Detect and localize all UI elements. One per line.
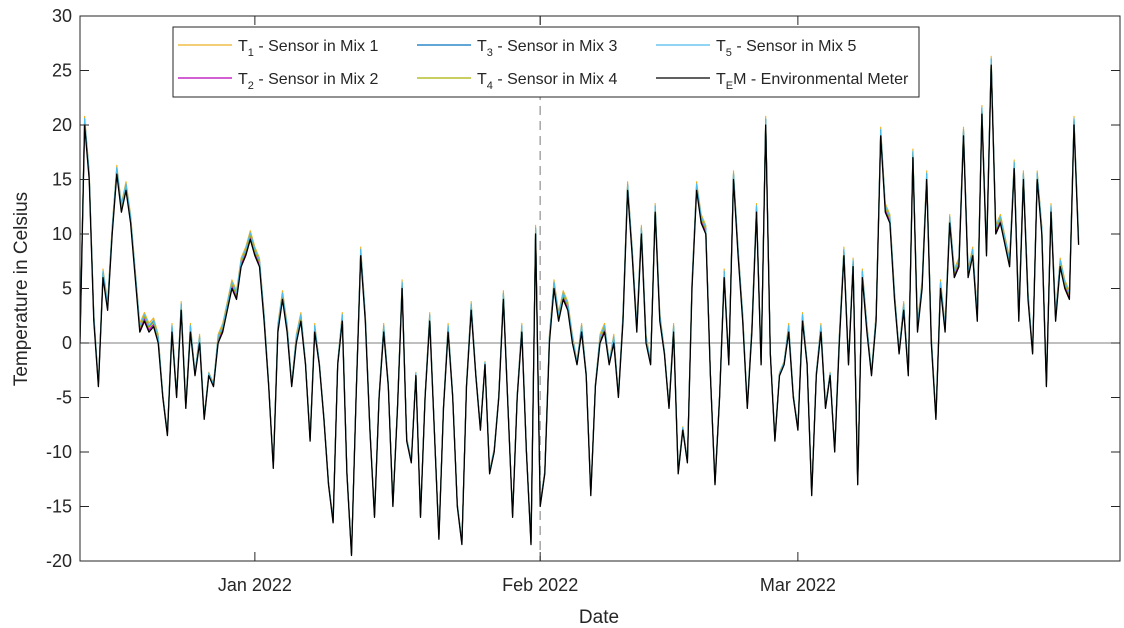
legend-item: T2 - Sensor in Mix 2: [178, 71, 378, 92]
y-tick-label: -5: [56, 388, 72, 408]
legend: T1 - Sensor in Mix 1 T2 - Sensor in Mix 2…: [172, 26, 920, 98]
y-tick-label: -10: [46, 442, 72, 462]
y-tick-label: 15: [52, 170, 72, 190]
y-tick-label: 30: [52, 6, 72, 26]
legend-label: T1 - Sensor in Mix 1: [238, 38, 378, 59]
y-tick-label: -15: [46, 497, 72, 517]
x-axis-label: Date: [579, 607, 619, 628]
legend-item: T4 - Sensor in Mix 4: [417, 71, 617, 92]
series-line-6: [80, 64, 1080, 557]
x-tick-label: Mar 2022: [760, 575, 836, 595]
y-axis-label: Temperature in Celsius: [11, 192, 32, 386]
legend-label: TEM - Environmental Meter: [716, 71, 909, 92]
y-tick-label: -20: [46, 551, 72, 571]
y-axis: -20 -15 -10 -5 0 5 10 15 20 25 30: [46, 6, 1120, 571]
series-lines: [80, 55, 1080, 557]
x-axis: Jan 2022 Feb 2022 Mar 2022: [218, 16, 836, 595]
legend-item: TEM - Environmental Meter: [656, 71, 909, 92]
x-tick-label: Feb 2022: [502, 575, 578, 595]
legend-item: T1 - Sensor in Mix 1: [178, 38, 378, 59]
y-tick-label: 25: [52, 61, 72, 81]
y-tick-label: 10: [52, 224, 72, 244]
legend-label: T3 - Sensor in Mix 3: [477, 38, 617, 59]
legend-label: T4 - Sensor in Mix 4: [477, 71, 617, 92]
legend-label: T2 - Sensor in Mix 2: [238, 71, 378, 92]
legend-item: T3 - Sensor in Mix 3: [417, 38, 617, 59]
y-tick-label: 0: [62, 333, 72, 353]
legend-label: T5 - Sensor in Mix 5: [716, 38, 856, 59]
y-tick-label: 20: [52, 115, 72, 135]
x-tick-label: Jan 2022: [218, 575, 292, 595]
legend-box: [172, 26, 920, 98]
y-tick-label: 5: [62, 279, 72, 299]
legend-item: T5 - Sensor in Mix 5: [656, 38, 856, 59]
